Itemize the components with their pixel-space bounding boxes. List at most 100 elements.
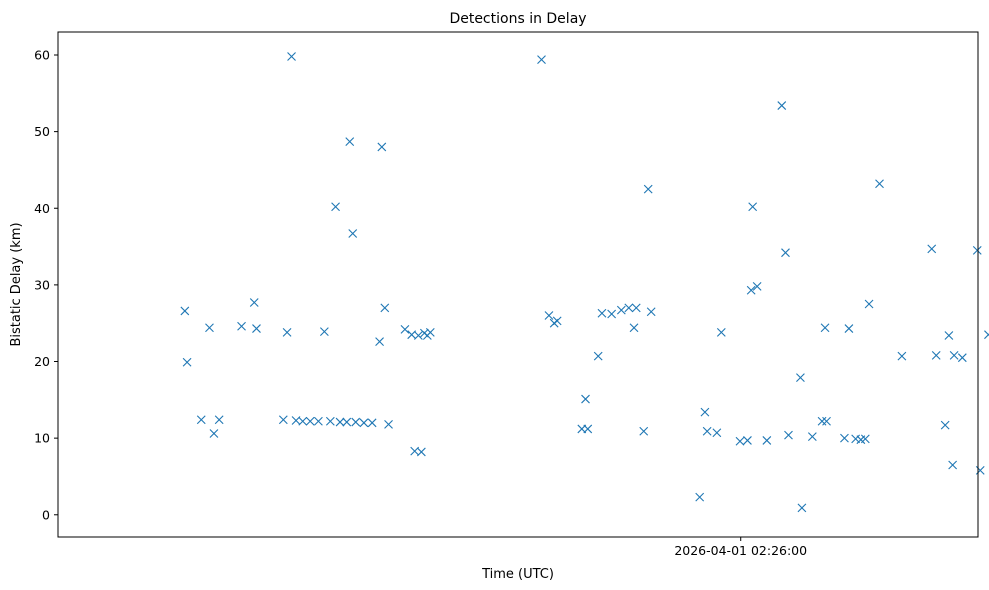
- data-point: [335, 417, 345, 427]
- data-point: [348, 229, 358, 238]
- data-point: [209, 429, 219, 438]
- data-point: [325, 416, 335, 426]
- data-point: [377, 142, 387, 152]
- data-point: [400, 324, 410, 334]
- data-point: [796, 373, 805, 382]
- data-point: [975, 465, 985, 475]
- y-tick-label: 20: [34, 354, 50, 369]
- data-point: [897, 351, 907, 361]
- data-point: [425, 328, 435, 337]
- data-point: [616, 305, 626, 315]
- data-point: [593, 351, 603, 361]
- data-point: [351, 417, 361, 427]
- chart-title: Detections in Delay: [449, 11, 586, 27]
- data-point: [319, 327, 329, 337]
- data-point: [820, 323, 830, 333]
- y-tick-label: 60: [34, 47, 50, 62]
- y-axis-label: Bistatic Delay (km): [9, 222, 24, 346]
- data-point: [822, 416, 831, 426]
- y-tick-label: 40: [34, 201, 50, 216]
- data-point: [948, 460, 958, 470]
- data-point: [182, 357, 192, 367]
- data-point: [537, 55, 546, 64]
- data-point: [777, 101, 787, 110]
- data-point: [840, 433, 849, 443]
- data-point: [252, 324, 261, 333]
- data-point: [380, 303, 390, 313]
- data-point: [844, 324, 854, 333]
- data-point: [196, 415, 206, 425]
- data-point: [249, 298, 259, 307]
- data-point: [927, 244, 937, 254]
- data-point: [359, 418, 369, 428]
- data-point: [762, 436, 772, 445]
- data-point: [298, 416, 308, 426]
- data-point: [345, 137, 355, 146]
- data-point: [784, 430, 793, 440]
- data-point: [375, 337, 384, 346]
- data-point: [746, 285, 756, 295]
- data-point: [940, 420, 950, 430]
- data-point: [949, 350, 959, 360]
- data-point: [972, 246, 982, 255]
- data-point: [860, 434, 870, 444]
- data-point: [581, 394, 590, 404]
- data-point: [384, 419, 393, 429]
- data-point: [205, 323, 214, 333]
- data-point: [287, 52, 296, 61]
- data-point: [214, 415, 224, 425]
- data-point: [416, 447, 426, 457]
- y-tick-label: 0: [42, 507, 50, 522]
- y-tick-label: 30: [34, 277, 50, 292]
- data-point: [282, 328, 292, 337]
- data-point: [305, 416, 315, 426]
- data-point: [278, 415, 288, 425]
- data-point: [597, 308, 607, 318]
- y-axis: 0 10 20 30 40 50 60: [34, 47, 58, 522]
- data-point: [639, 426, 649, 436]
- x-tick-label: 2026-04-01 02:26:00: [674, 543, 807, 558]
- y-tick-label: 50: [34, 124, 50, 139]
- data-point: [864, 299, 874, 309]
- data-point: [367, 418, 377, 428]
- data-point: [631, 303, 641, 313]
- data-point: [702, 426, 712, 436]
- data-point: [817, 416, 827, 426]
- data-point: [583, 424, 593, 434]
- data-point: [331, 202, 340, 212]
- data-point: [752, 282, 762, 291]
- data-point: [875, 179, 884, 189]
- x-axis: 2026-04-01 02:26:002026-04-01 02:27:0020…: [674, 537, 807, 558]
- data-point: [735, 436, 745, 446]
- data-point: [629, 323, 639, 333]
- data-point: [807, 432, 817, 442]
- data-point: [237, 321, 246, 331]
- data-point: [931, 350, 941, 360]
- data-point: [342, 417, 352, 427]
- data-point: [180, 306, 190, 316]
- data-point: [984, 330, 989, 340]
- data-point: [552, 316, 562, 326]
- data-point: [797, 503, 807, 513]
- plot-frame: [57, 31, 979, 538]
- data-point: [695, 492, 705, 502]
- data-point: [544, 311, 554, 320]
- data-point: [624, 303, 634, 313]
- data-point: [716, 328, 726, 337]
- data-point: [712, 428, 722, 438]
- data-point: [944, 331, 954, 340]
- data-point: [743, 436, 752, 445]
- plot-area: [180, 52, 989, 513]
- data-point: [314, 416, 323, 426]
- x-axis-label: Time (UTC): [481, 567, 554, 582]
- y-tick-label: 10: [34, 431, 50, 446]
- data-point: [414, 331, 423, 340]
- data-point: [957, 353, 967, 363]
- data-point: [748, 202, 758, 212]
- data-point: [646, 307, 656, 317]
- data-point: [607, 309, 617, 319]
- data-point: [781, 248, 790, 258]
- data-point: [643, 184, 653, 194]
- data-point: [700, 407, 710, 417]
